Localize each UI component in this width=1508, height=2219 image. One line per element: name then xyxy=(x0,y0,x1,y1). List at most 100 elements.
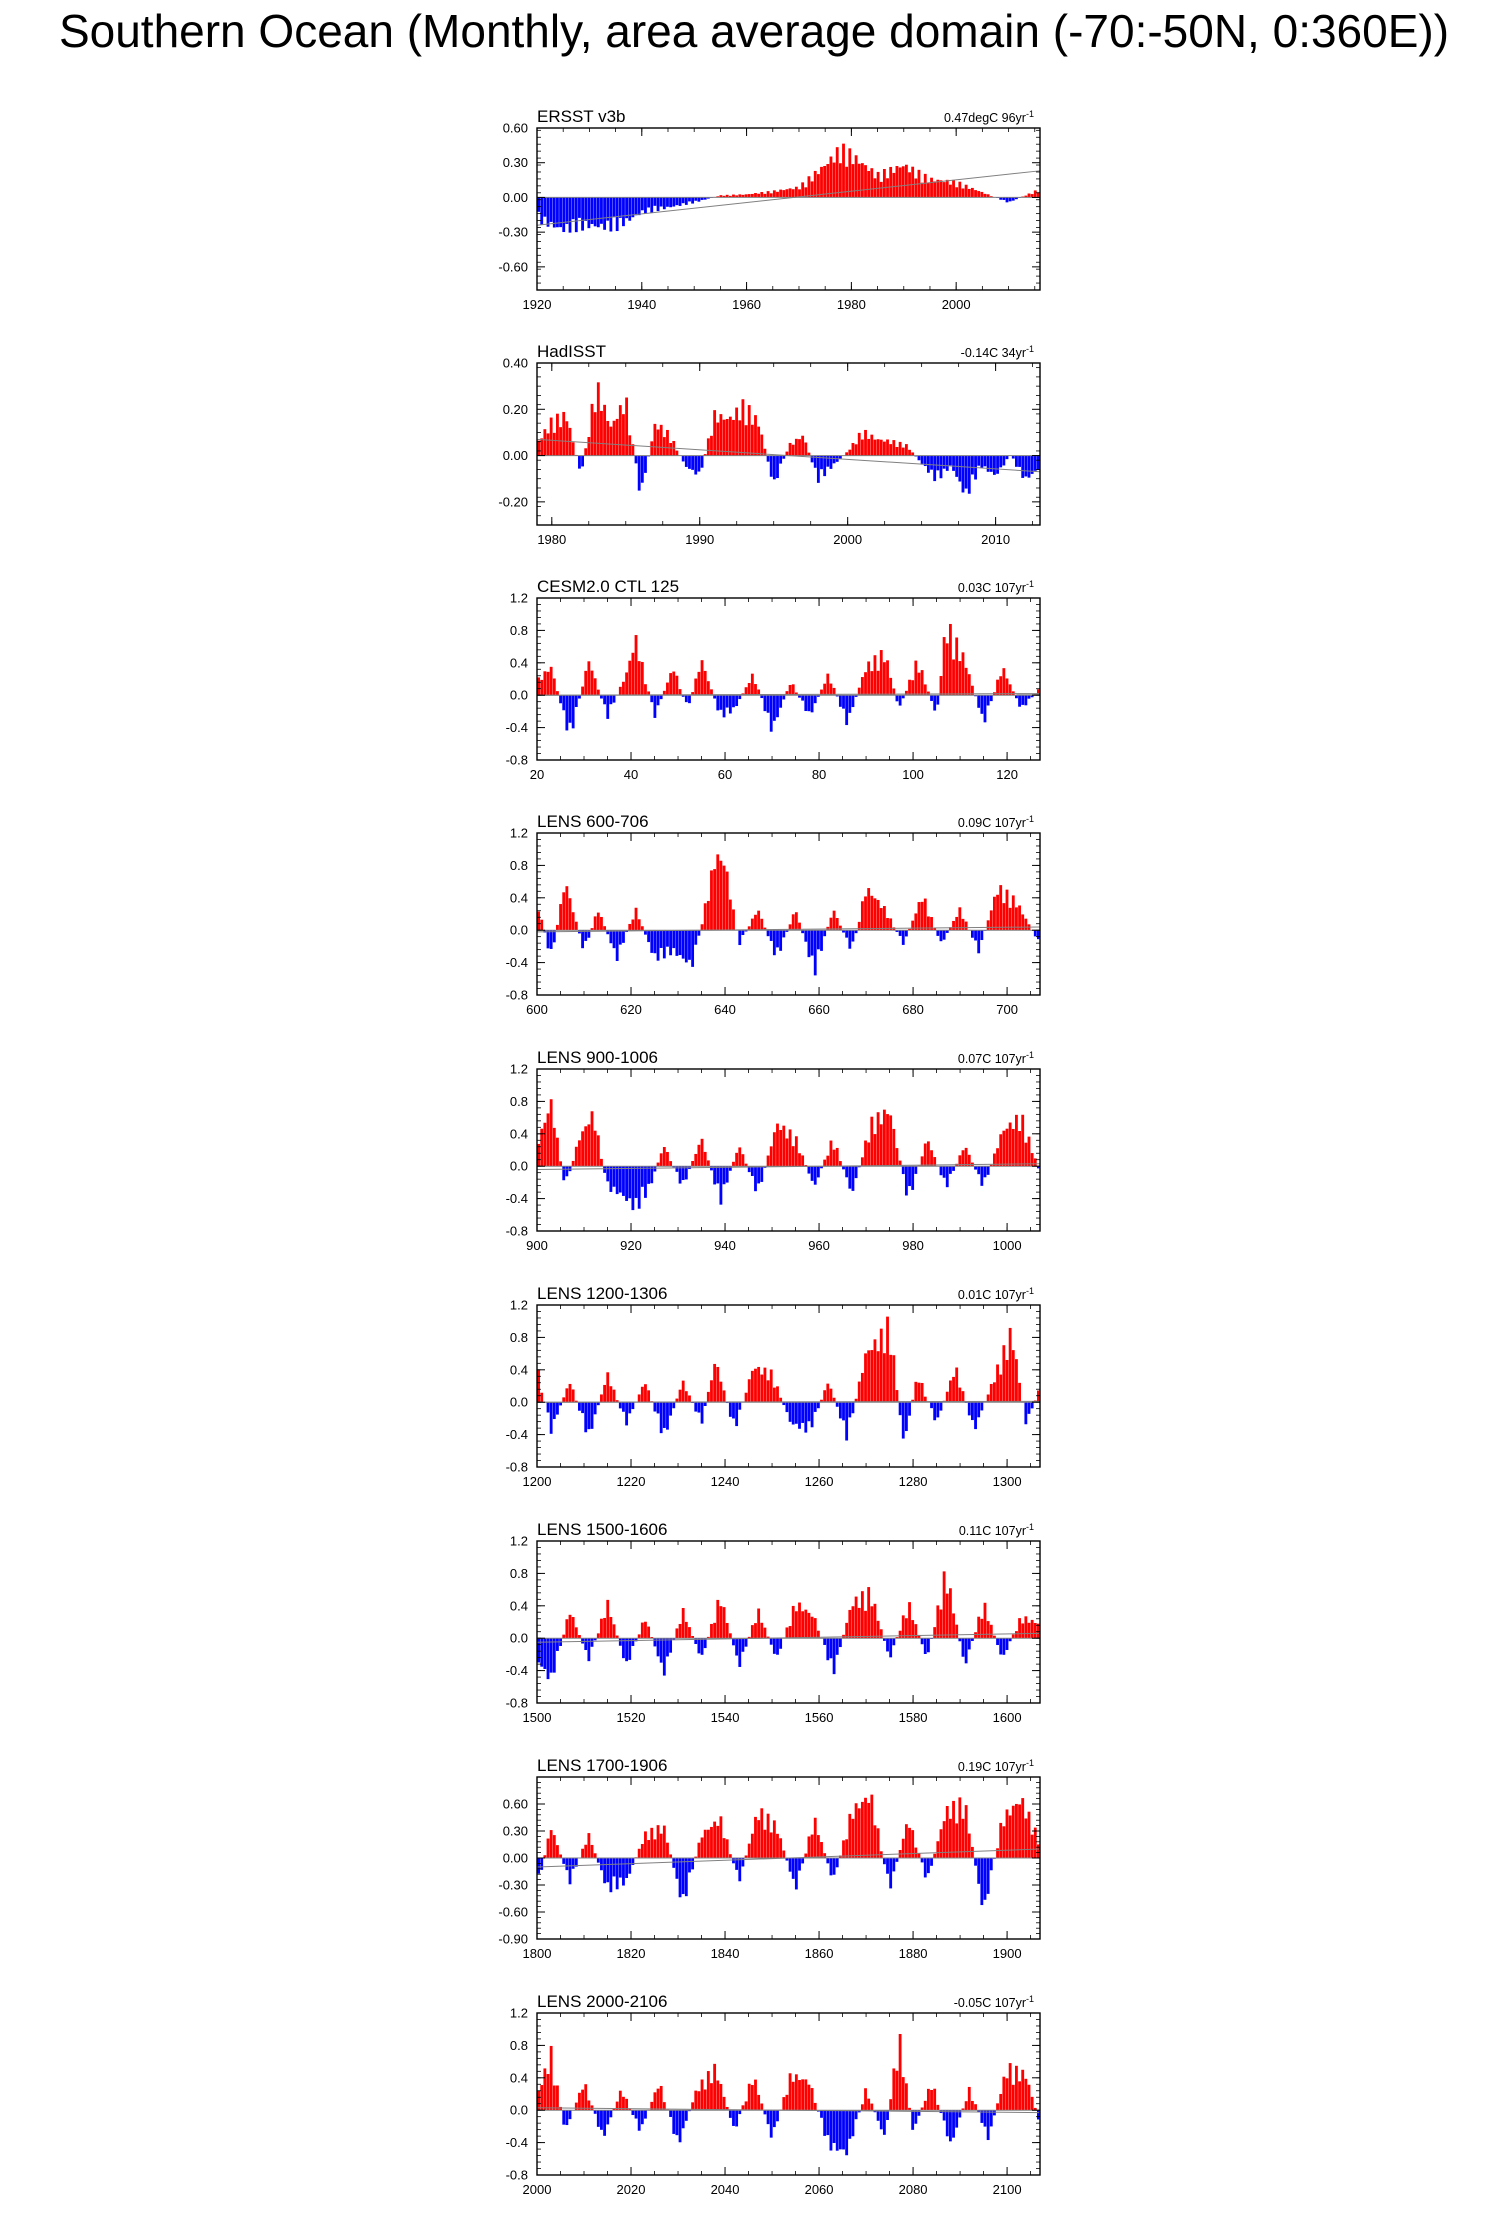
data-bar xyxy=(612,1624,616,1639)
data-bar xyxy=(741,399,745,456)
data-bar xyxy=(804,2079,808,2111)
data-bar xyxy=(622,197,625,227)
y-tick-label: 0.00 xyxy=(503,1851,528,1866)
data-bar xyxy=(766,191,770,198)
data-bar xyxy=(568,1614,572,1639)
data-bar xyxy=(857,1808,861,1858)
data-bar xyxy=(904,444,908,456)
data-bar xyxy=(760,1622,764,1639)
data-bar xyxy=(832,910,836,931)
data-bar xyxy=(590,197,594,224)
data-bar xyxy=(889,1115,893,1167)
data-bar xyxy=(584,1402,588,1433)
data-bar xyxy=(681,455,685,462)
data-bar xyxy=(1018,455,1021,467)
data-bar xyxy=(653,197,657,206)
data-bar xyxy=(904,930,908,937)
x-tick-label: 40 xyxy=(624,767,638,782)
data-bar xyxy=(757,426,761,456)
data-bar xyxy=(939,180,943,198)
data-bar xyxy=(675,2110,679,2136)
y-tick-label: 0.8 xyxy=(510,1566,528,1581)
data-bar xyxy=(986,1166,990,1175)
data-bar xyxy=(820,2110,823,2118)
data-bar xyxy=(537,1638,540,1663)
data-bar xyxy=(578,455,581,469)
data-bar xyxy=(948,2110,952,2142)
data-bar xyxy=(678,689,682,696)
data-bar xyxy=(948,623,952,696)
y-tick-label: 1.2 xyxy=(510,591,528,606)
data-bar xyxy=(933,1402,937,1421)
data-bar xyxy=(691,1161,695,1167)
data-bar xyxy=(612,1858,616,1877)
data-bar xyxy=(725,871,729,931)
data-bar xyxy=(738,695,742,700)
data-bar xyxy=(955,916,959,931)
data-bar xyxy=(1030,1834,1034,1858)
data-bar xyxy=(684,1166,688,1180)
data-bar xyxy=(622,1166,625,1196)
data-bar xyxy=(540,2085,544,2111)
data-bar xyxy=(625,2098,629,2111)
data-bar xyxy=(920,182,924,198)
data-bar xyxy=(801,1402,805,1423)
data-bar xyxy=(851,164,855,198)
data-bar xyxy=(574,197,578,233)
data-bar xyxy=(666,930,669,947)
data-bar xyxy=(948,455,952,466)
data-bar xyxy=(640,1622,644,1639)
data-bar xyxy=(920,2107,924,2111)
data-bar xyxy=(813,170,817,198)
data-bar xyxy=(593,1402,597,1415)
data-bar xyxy=(926,1141,930,1167)
data-bar xyxy=(590,1402,594,1429)
data-bar xyxy=(977,1166,981,1175)
data-bar xyxy=(801,1611,805,1639)
y-tick-label: -0.8 xyxy=(506,1460,528,1475)
data-bar xyxy=(807,1402,811,1422)
data-bar xyxy=(772,695,776,721)
data-bar xyxy=(606,1372,610,1403)
data-bar xyxy=(886,1316,889,1403)
data-bar xyxy=(785,1858,789,1861)
data-bar xyxy=(993,896,996,931)
data-bar xyxy=(628,660,632,696)
data-bar xyxy=(820,455,823,470)
data-bar xyxy=(854,2110,858,2120)
trend-line xyxy=(536,1848,1041,1868)
data-bar xyxy=(1002,455,1006,466)
data-bar xyxy=(854,1596,858,1639)
data-bar xyxy=(684,455,688,467)
data-bar xyxy=(631,1858,635,1865)
data-bar xyxy=(612,197,616,218)
data-bar xyxy=(546,1838,550,1858)
data-bar xyxy=(700,660,704,696)
data-bar xyxy=(600,1858,603,1871)
data-bar xyxy=(936,695,940,705)
data-bar xyxy=(1033,1623,1037,1639)
data-bar xyxy=(854,1398,858,1403)
data-bar xyxy=(939,1829,943,1858)
data-bar xyxy=(989,695,993,702)
data-bar xyxy=(593,412,597,456)
data-bar xyxy=(1018,1131,1021,1167)
data-bar xyxy=(952,2110,955,2138)
data-series xyxy=(537,623,1040,732)
data-bar xyxy=(760,434,764,456)
data-bar xyxy=(813,930,817,976)
data-bar xyxy=(750,918,754,931)
data-bar xyxy=(1024,1402,1028,1425)
data-bar xyxy=(703,1151,707,1167)
data-bar xyxy=(986,1394,990,1403)
data-bar xyxy=(1027,1402,1031,1414)
data-bar xyxy=(628,197,632,221)
data-bar xyxy=(882,441,886,456)
data-bar xyxy=(873,1134,877,1167)
data-bar xyxy=(678,1166,682,1184)
data-bar xyxy=(600,695,603,699)
data-bar xyxy=(750,1166,754,1176)
data-bar xyxy=(571,1160,575,1167)
data-series xyxy=(537,1571,1040,1680)
data-bar xyxy=(694,2090,698,2111)
